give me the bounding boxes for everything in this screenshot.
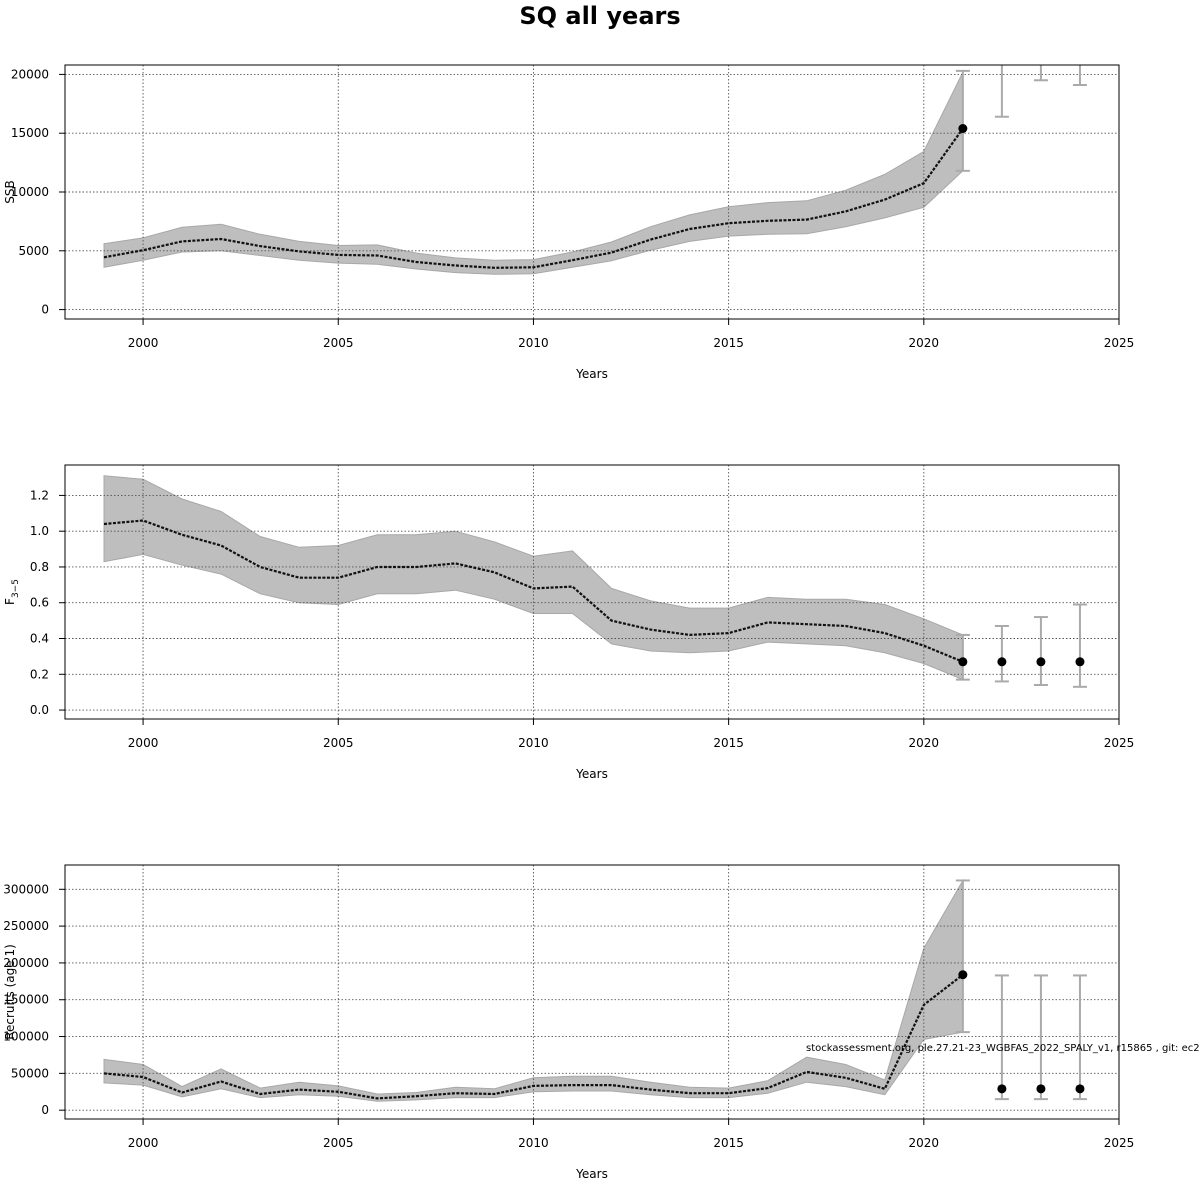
x-tick-label: 2000 [128,736,159,750]
forecast-point [958,657,968,667]
x-tick-label: 2000 [128,336,159,350]
x-tick-label: 2010 [518,736,549,750]
y-tick-label: 100000 [3,1030,49,1044]
y-tick-label: 0 [41,303,49,317]
x-axis-title: Years [575,367,608,381]
footnote: stockassessment.org, ple.27.21-23_WGBFAS… [806,1043,1200,1054]
panel-recruits: 2000 2005 2010 2015 2020 2025 0 50000 100000 1500… [3,864,1135,1181]
page-title: SQ all years [519,2,681,30]
x-tick-label: 2020 [909,336,940,350]
plot-area [65,65,1119,319]
y-tick-label: 15000 [11,126,49,140]
y-axis-title: F3−5 [3,579,21,605]
y-tick-label: 300000 [3,882,49,896]
forecast-point [1036,657,1046,667]
y-axis-title-subscript: 3−5 [11,579,21,598]
x-tick-label: 2015 [713,1136,744,1150]
y-tick-label: 200000 [3,956,49,970]
x-axis-title: Years [575,767,608,781]
forecast-point [1075,657,1085,667]
panel-fbar: 2000 2005 2010 2015 2020 2025 0.0 0.2 0.4 0.6 0.8 1… [3,464,1135,781]
y-tick-label: 0.4 [30,632,49,646]
forecast-point [997,1084,1007,1094]
plot-frame [64,464,1120,720]
plot-area [65,865,1119,1119]
y-tick-label: 10000 [11,185,49,199]
y-tick-label: 0.6 [30,596,49,610]
x-tick-label: 2005 [323,336,354,350]
plot-frame [64,864,1120,1120]
y-tick-label: 150000 [3,993,49,1007]
x-tick-label: 2025 [1104,736,1135,750]
estimate-line [103,973,964,1100]
x-tick-label: 2010 [518,1136,549,1150]
y-tick-label: 20000 [11,67,49,81]
y-tick-label: 0.2 [30,667,49,681]
x-tick-label: 2005 [323,736,354,750]
x-tick-label: 2020 [909,736,940,750]
x-tick-label: 2005 [323,1136,354,1150]
x-tick-label: 2015 [713,736,744,750]
forecast-point [1075,1084,1085,1094]
estimate-line [103,519,964,663]
y-tick-label: 1.0 [30,524,49,538]
x-tick-label: 2025 [1104,1136,1135,1150]
y-tick-label: 0 [41,1103,49,1117]
forecast-point [1036,1084,1046,1094]
y-tick-label: 50000 [11,1066,49,1080]
plot-area [65,465,1119,719]
y-tick-label: 250000 [3,919,49,933]
x-tick-label: 2015 [713,336,744,350]
forecast-point [958,970,968,980]
x-tick-label: 2000 [128,1136,159,1150]
y-tick-label: 0.8 [30,560,49,574]
y-tick-label: 0.0 [30,703,49,717]
y-tick-label: 5000 [18,244,49,258]
forecast-point [997,657,1007,667]
x-axis-title: Years [575,1167,608,1181]
x-tick-label: 2010 [518,336,549,350]
y-axis-title: SSB [3,180,17,203]
panel-ssb: 2000 2005 2010 2015 2020 2025 0 5000 10000 15000 2… [3,64,1135,381]
y-axis-title: Recruits (age 1) [3,944,17,1040]
x-tick-label: 2025 [1104,336,1135,350]
forecast-point [958,124,968,133]
x-tick-label: 2020 [909,1136,940,1150]
estimate-line [103,127,964,269]
y-tick-label: 1.2 [30,488,49,502]
